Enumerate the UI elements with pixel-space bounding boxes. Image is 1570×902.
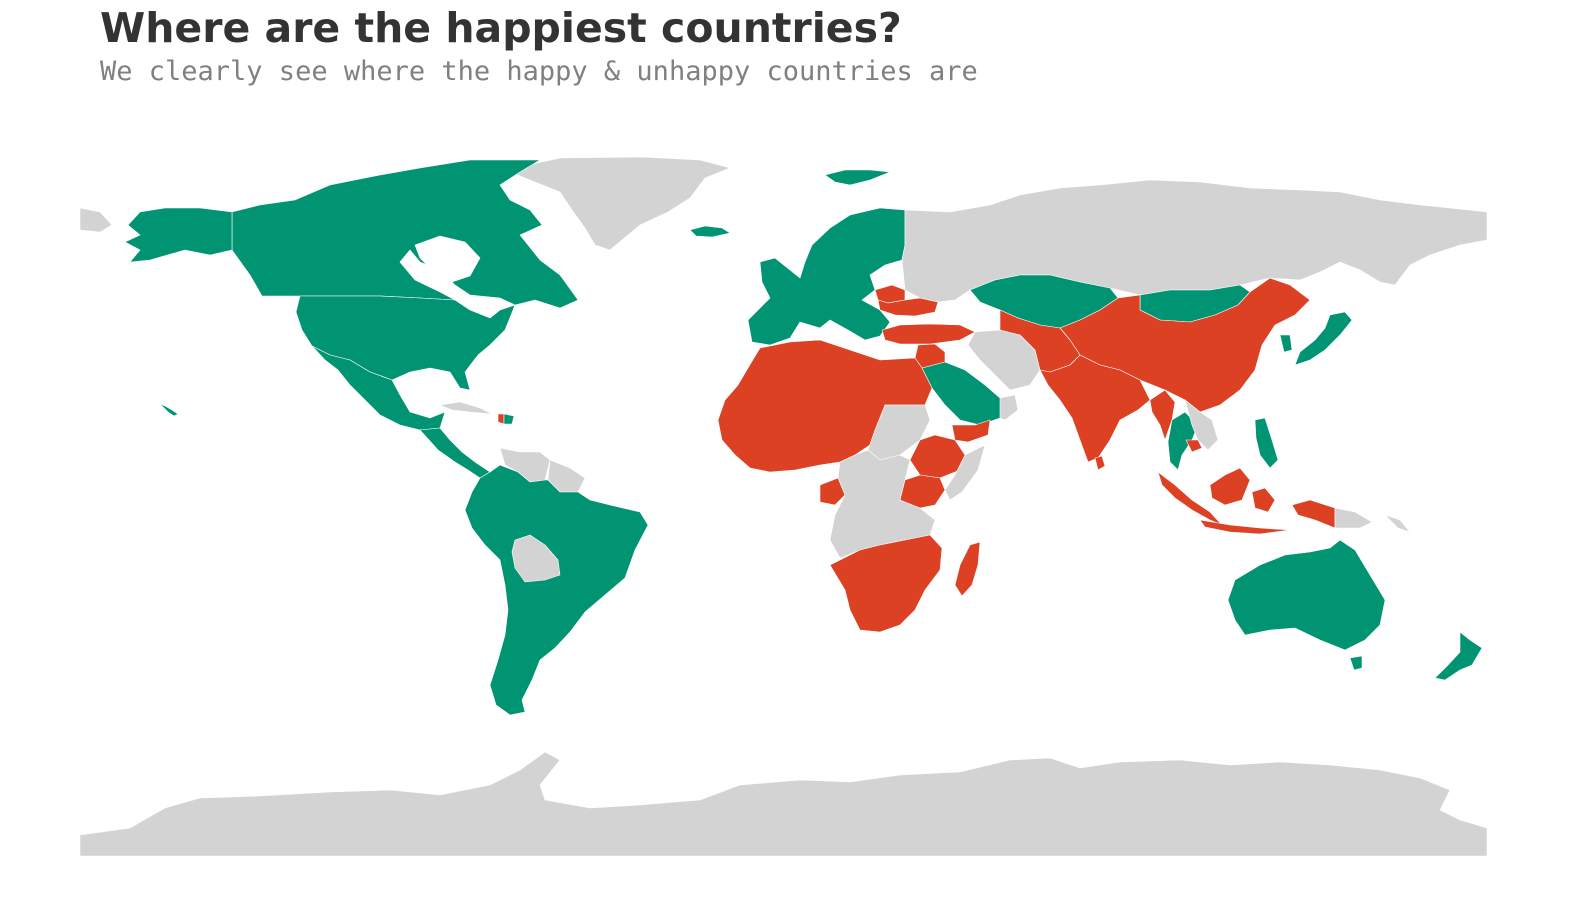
region-vietnam-laos bbox=[1184, 399, 1219, 451]
region-japan bbox=[1294, 311, 1353, 366]
region-indonesia-papua bbox=[1291, 499, 1336, 529]
region-iceland bbox=[689, 225, 731, 238]
page-subtitle: We clearly see where the happy & unhappy… bbox=[100, 56, 978, 87]
region-mexico bbox=[311, 345, 446, 431]
region-madagascar bbox=[954, 541, 981, 597]
region-papua-new-guinea bbox=[1334, 507, 1373, 529]
region-cambodia bbox=[1185, 439, 1203, 453]
region-new-zealand bbox=[1434, 631, 1483, 681]
region-indonesia-borneo bbox=[1209, 467, 1251, 506]
region-central-africa bbox=[829, 449, 936, 559]
region-oman bbox=[999, 394, 1019, 421]
region-southern-africa bbox=[829, 534, 943, 633]
region-east-africa bbox=[899, 474, 946, 509]
region-gulf-guinea bbox=[819, 477, 846, 506]
region-central-america bbox=[419, 427, 491, 479]
region-pacific-islands bbox=[1384, 514, 1411, 533]
region-antarctica bbox=[79, 751, 1488, 857]
region-india bbox=[1039, 354, 1151, 463]
region-indonesia-islands bbox=[1199, 519, 1291, 535]
region-canada bbox=[231, 159, 579, 309]
region-europe bbox=[747, 207, 906, 346]
region-haiti bbox=[497, 413, 505, 425]
region-turkey bbox=[881, 323, 976, 345]
region-dominican-republic bbox=[503, 413, 515, 425]
region-hawaii bbox=[159, 403, 179, 417]
hudson-bay bbox=[414, 235, 481, 283]
region-myanmar bbox=[1149, 389, 1176, 441]
region-svalbard bbox=[824, 169, 891, 186]
region-cuba bbox=[439, 401, 493, 415]
region-united-states bbox=[295, 295, 516, 391]
region-tasmania bbox=[1349, 655, 1363, 671]
page-title: Where are the happiest countries? bbox=[100, 4, 902, 52]
region-south-america bbox=[464, 464, 649, 716]
region-yemen bbox=[951, 419, 991, 443]
region-bolivia bbox=[511, 534, 561, 583]
region-south-korea bbox=[1279, 334, 1293, 353]
region-somalia bbox=[944, 444, 986, 501]
region-russia-west-wrap bbox=[79, 207, 113, 233]
region-philippines bbox=[1254, 417, 1279, 469]
region-greenland bbox=[504, 156, 731, 251]
region-alaska bbox=[124, 207, 233, 263]
region-ukraine bbox=[877, 297, 939, 317]
region-australia bbox=[1227, 539, 1386, 651]
region-indonesia-sulawesi bbox=[1251, 487, 1276, 513]
region-sri-lanka bbox=[1094, 455, 1106, 471]
